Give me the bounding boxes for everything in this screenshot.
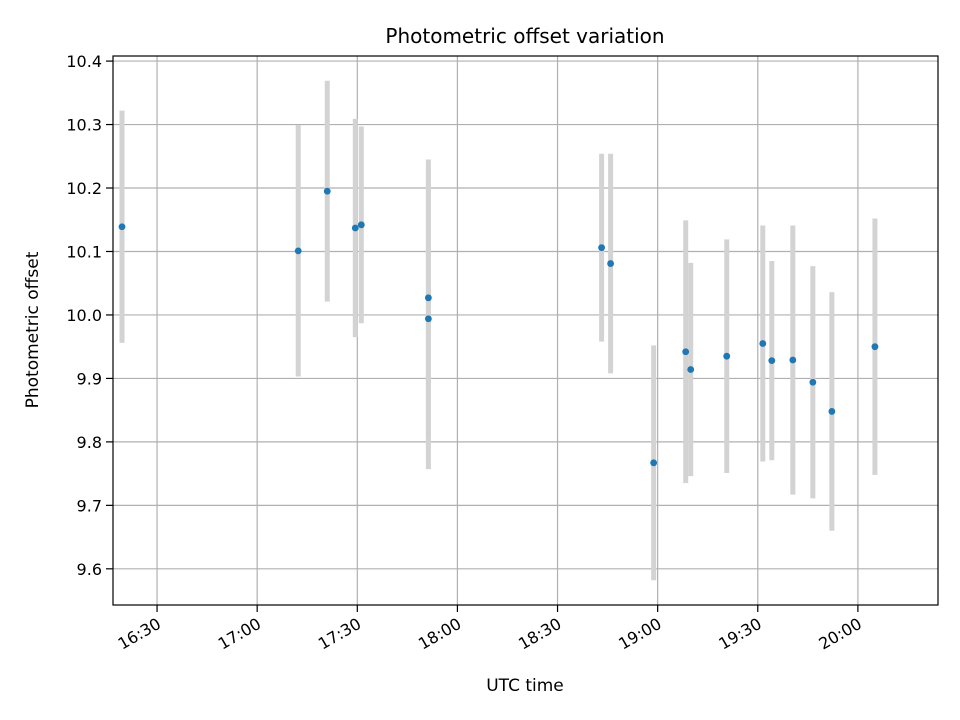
x-tick-label: 20:00: [815, 614, 864, 654]
plot-frame: [112, 55, 939, 606]
data-point: [118, 223, 126, 231]
y-tick-label: 10.1: [66, 242, 102, 261]
x-axis-ticks: 16:30 17:00 17:30 18:00 18:30 19:00 19:30 20:00: [115, 605, 865, 654]
y-tick-label: 10.3: [66, 116, 102, 135]
x-tick-label: 16:30: [115, 614, 164, 654]
x-axis-title: UTC time: [486, 676, 564, 696]
x-tick-label: 17:30: [315, 614, 364, 654]
data-point: [723, 352, 731, 360]
y-tick-label: 10.0: [66, 306, 102, 325]
data-point: [768, 357, 776, 365]
chart-title: Photometric offset variation: [385, 24, 664, 48]
data-point: [424, 294, 432, 302]
data-point: [424, 315, 432, 323]
x-tick-label: 18:00: [415, 614, 464, 654]
data-point: [789, 356, 797, 364]
data-point: [650, 459, 658, 467]
data-points: [118, 187, 879, 467]
data-point: [682, 348, 690, 356]
y-tick-label: 9.6: [77, 560, 102, 579]
y-tick-label: 10.4: [66, 52, 102, 71]
y-tick-label: 9.7: [77, 496, 102, 515]
y-tick-label: 10.2: [66, 179, 102, 198]
x-tick-label: 17:00: [215, 614, 264, 654]
y-tick-label: 9.8: [77, 433, 102, 452]
y-tick-label: 9.9: [77, 369, 102, 388]
data-point: [759, 340, 767, 347]
plot-background: [113, 56, 938, 605]
data-point: [294, 247, 302, 255]
y-axis-title: Photometric offset: [23, 251, 43, 408]
plot-area: [113, 56, 938, 605]
data-point: [598, 244, 605, 252]
data-point: [357, 221, 365, 229]
x-tick-label: 18:30: [515, 614, 564, 654]
data-point: [871, 343, 879, 351]
data-point: [607, 260, 615, 267]
y-axis-ticks: 9.6 9.7 9.8 9.9 10.0 10.1 10.2 10.3 10.4: [66, 52, 113, 579]
x-tick-label: 19:30: [715, 614, 764, 654]
data-point: [828, 408, 836, 415]
data-point: [687, 366, 695, 373]
x-tick-label: 19:00: [615, 614, 664, 654]
data-point: [809, 378, 817, 386]
data-point: [323, 187, 331, 195]
data-point: [351, 224, 359, 232]
